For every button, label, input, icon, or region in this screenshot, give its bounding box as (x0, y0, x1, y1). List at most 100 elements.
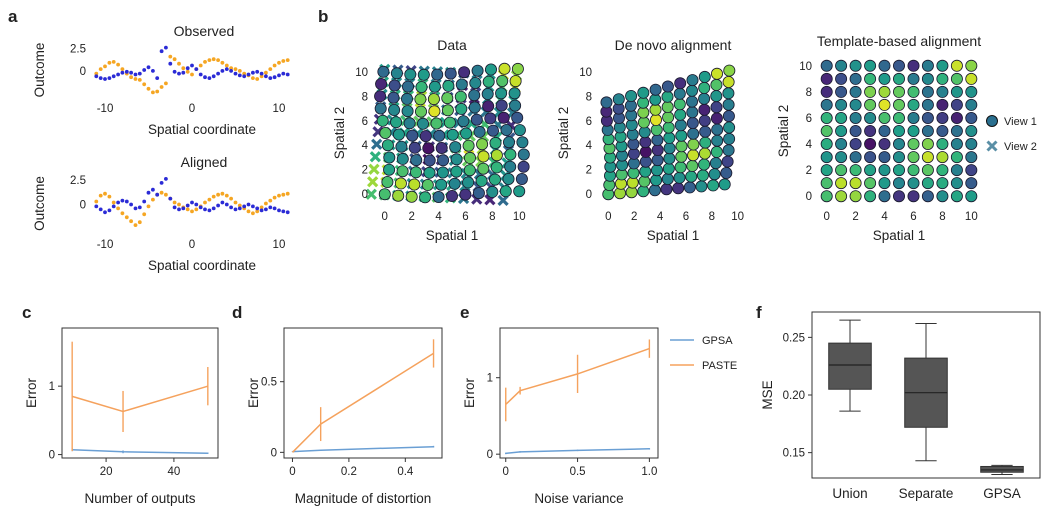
view1-marker (517, 148, 530, 161)
view1-marker (711, 134, 724, 147)
data-point (220, 200, 225, 205)
y-tick-label: 8 (806, 87, 812, 99)
view1-marker (490, 161, 503, 174)
view2-marker (497, 194, 509, 206)
data-point (259, 74, 264, 79)
view1-marker (403, 117, 416, 130)
view1-marker (835, 190, 848, 203)
view1-marker (414, 105, 427, 118)
view1-marker (864, 59, 877, 72)
view1-marker (936, 112, 949, 125)
view1-marker (936, 98, 949, 111)
view1-marker (455, 78, 468, 91)
data-point (107, 76, 112, 80)
data-point (285, 72, 290, 77)
panel-title: Data (437, 37, 467, 53)
view1-marker (864, 125, 877, 138)
view1-marker (820, 59, 833, 72)
view1-marker (400, 92, 413, 105)
data-point (168, 54, 173, 59)
view1-marker (820, 125, 833, 138)
panel-label-b: b (318, 7, 328, 26)
view2-marker-stroke (369, 151, 381, 163)
view1-marker (687, 138, 700, 151)
view1-marker (504, 148, 517, 161)
view1-marker (683, 181, 696, 194)
view1-marker (509, 75, 522, 88)
view2-marker-stroke (372, 126, 384, 138)
view1-marker (835, 112, 848, 125)
x-tick-label: 0 (382, 211, 388, 223)
view1-marker (379, 127, 392, 140)
view1-marker (893, 125, 906, 138)
data-point (264, 70, 268, 75)
series-line-gpsa (505, 448, 650, 455)
x-tick-label: 0 (605, 211, 611, 223)
view2-marker-stroke (497, 194, 509, 206)
data-point (155, 76, 160, 80)
view1-marker (723, 121, 736, 134)
view1-marker (637, 185, 650, 198)
view1-marker (695, 180, 708, 193)
view1-marker (849, 164, 862, 177)
data-point (198, 63, 203, 68)
view1-marker (396, 165, 409, 178)
x-tick-label: 6 (462, 211, 468, 223)
view1-marker (722, 144, 735, 157)
view1-marker (878, 125, 891, 138)
view1-marker (936, 85, 949, 98)
data-point (216, 192, 221, 197)
view1-marker (470, 113, 483, 126)
view2-marker-stroke (368, 163, 380, 175)
view1-marker (965, 125, 978, 138)
x-tick-label: 10 (273, 239, 286, 251)
data-point (185, 69, 190, 74)
view1-marker (435, 141, 448, 154)
view1-marker (450, 165, 463, 178)
data-point (164, 45, 168, 50)
view1-marker (950, 59, 963, 72)
view1-marker (698, 114, 711, 127)
view1-marker (416, 117, 429, 130)
view1-marker (709, 157, 722, 170)
view1-marker (849, 137, 862, 150)
view1-marker (663, 142, 676, 155)
data-point (233, 71, 238, 76)
view1-marker (878, 98, 891, 111)
view1-marker (965, 137, 978, 150)
view1-marker (936, 190, 949, 203)
data-point (194, 202, 199, 207)
data-point (207, 208, 212, 213)
view1-marker (513, 124, 526, 137)
view1-marker (651, 133, 664, 146)
view1-marker (450, 153, 463, 166)
data-point (133, 77, 138, 81)
data-point (203, 207, 207, 212)
data-point (268, 205, 273, 210)
view1-marker (649, 93, 662, 106)
y-tick-label: 0 (586, 189, 592, 201)
x-tick-label: -10 (97, 239, 114, 251)
data-point (159, 49, 164, 54)
view1-marker (600, 96, 613, 109)
x-tick-label: 0 (289, 466, 295, 478)
data-point (194, 207, 199, 212)
view1-marker (864, 164, 877, 177)
data-point (207, 58, 212, 62)
x-tick-label: -10 (97, 103, 114, 115)
legend-view2-marker (986, 140, 998, 152)
view1-marker (443, 116, 456, 129)
x-axis-label: Noise variance (534, 491, 623, 506)
data-point (116, 200, 120, 205)
view1-marker (460, 127, 473, 140)
view1-marker (406, 129, 419, 142)
data-point (120, 70, 125, 75)
data-point (264, 201, 268, 206)
view1-marker (674, 77, 687, 90)
data-point (198, 205, 203, 210)
view1-marker (849, 125, 862, 138)
data-point (242, 74, 247, 79)
data-point (281, 59, 286, 63)
data-point (268, 76, 273, 80)
data-point (220, 191, 225, 196)
